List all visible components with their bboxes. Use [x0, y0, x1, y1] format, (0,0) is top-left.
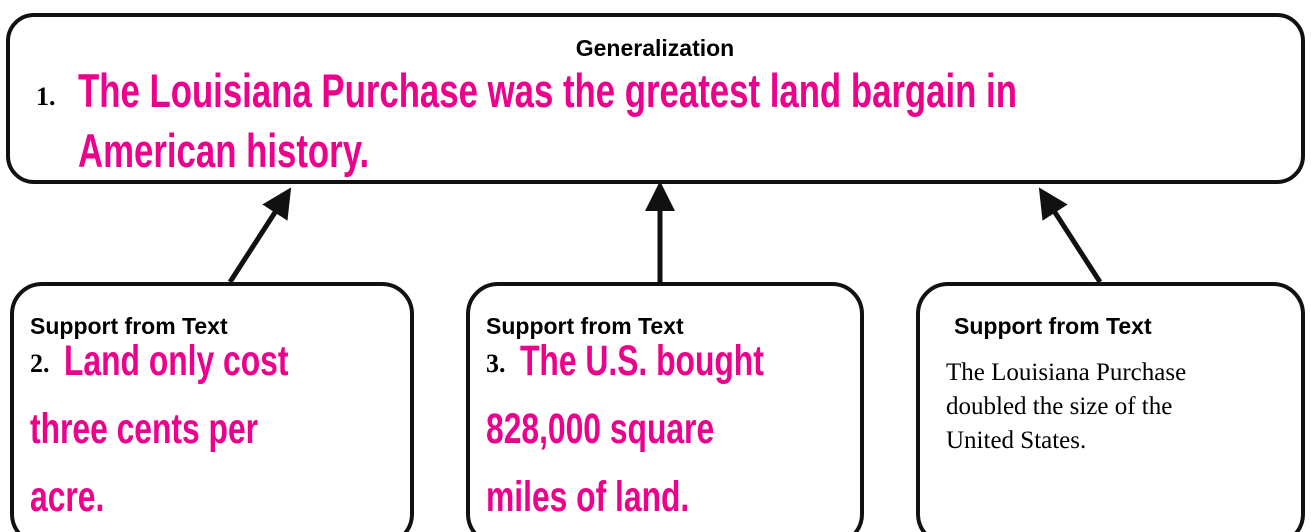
body-text: United States. [946, 427, 1086, 454]
number: 2. [30, 349, 50, 378]
text-group: three cents per [30, 405, 258, 453]
answer-text: three cents per [30, 405, 258, 453]
text-group: The U.S. bought [520, 337, 764, 385]
answer-text: American history. [78, 125, 369, 177]
support-box [916, 282, 1305, 532]
answer-text: The U.S. bought [520, 337, 764, 385]
text-group: 828,000 square [486, 405, 714, 453]
label: Generalization [576, 35, 734, 61]
answer-text: acre. [30, 473, 104, 521]
answer-text: Land only cost [64, 337, 289, 385]
arrow [227, 187, 292, 284]
number: 3. [486, 349, 506, 378]
label: Support from Text [954, 313, 1152, 339]
answer-text: The Louisiana Purchase was the greatest … [78, 65, 1017, 117]
answer-text: miles of land. [486, 473, 689, 521]
text-group: American history. [78, 125, 369, 177]
label: Support from Text [30, 313, 228, 339]
label: Support from Text [486, 313, 684, 339]
text-group: Land only cost [64, 337, 289, 385]
support-box [10, 282, 414, 532]
support-box [466, 282, 864, 532]
body-text: doubled the size of the [946, 393, 1172, 420]
text-group: miles of land. [486, 473, 689, 521]
text-group: acre. [30, 473, 104, 521]
arrow [1038, 187, 1103, 284]
body-text: The Louisiana Purchase [946, 359, 1186, 386]
number: 1. [36, 82, 56, 111]
answer-text: 828,000 square [486, 405, 714, 453]
text-group: The Louisiana Purchase was the greatest … [78, 65, 1017, 117]
